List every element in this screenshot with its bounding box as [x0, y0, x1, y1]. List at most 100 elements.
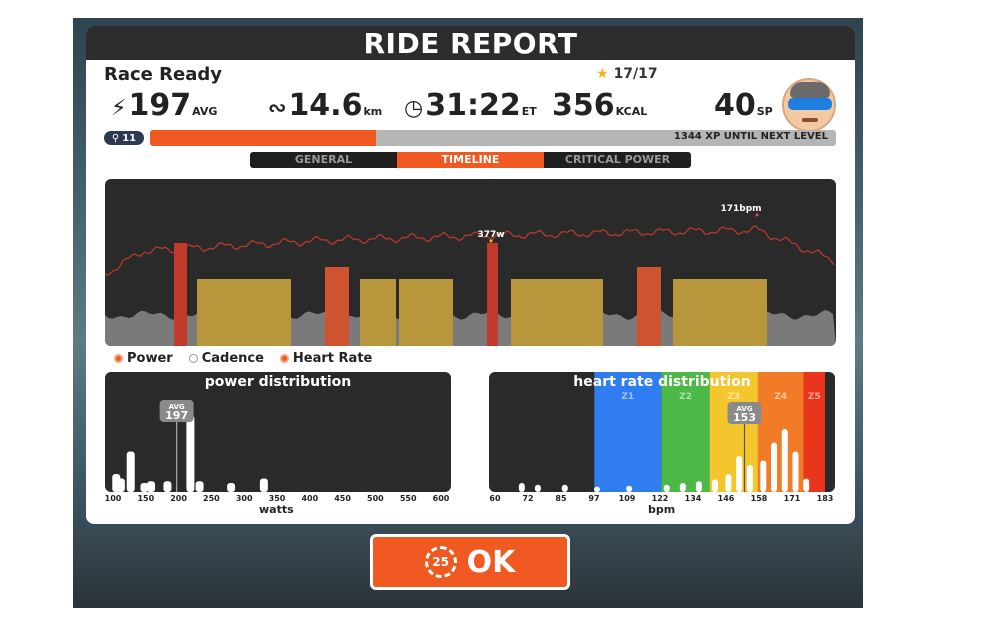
power-avg-value: 197 [165, 409, 188, 422]
timeline-chart: 377w 171bpm [105, 179, 836, 346]
stat-elapsed-time: ◷31:22ET [404, 88, 537, 123]
ok-button[interactable]: 25 OK [370, 534, 570, 590]
level-badge: ⚲ 11 [104, 131, 144, 145]
hr-histogram-bar [771, 442, 778, 492]
hr-tick-label: 146 [717, 494, 735, 503]
hr-tick-label: 60 [489, 494, 501, 503]
hr-histogram-bar [679, 483, 686, 492]
hr-zone-band [594, 372, 662, 492]
report-tabs: GENERAL TIMELINE CRITICAL POWER [250, 152, 691, 168]
hr-x-ticks: 60 72 85 97 109 122 134 146 158 171 183 [489, 494, 835, 506]
hr-zone-label: Z5 [808, 392, 821, 402]
hr-avg-value: 153 [733, 411, 756, 424]
power-x-label: watts [259, 503, 294, 516]
hr-tick-label: 134 [684, 494, 702, 503]
power-distribution-title: power distribution [204, 374, 352, 390]
power-avg-label: AVG [169, 403, 185, 411]
hr-tick-label: 183 [816, 494, 834, 503]
timeline-svg: 377w 171bpm [105, 204, 836, 346]
xp-progress-bar: 1344 XP UNTIL NEXT LEVEL [150, 130, 836, 146]
legend-heart-rate[interactable]: Heart Rate [279, 351, 372, 366]
route-name: Race Ready [104, 64, 222, 85]
xp-progress-fill [150, 130, 377, 146]
power-tick-label: 400 [301, 494, 319, 503]
hr-histogram-bar [725, 474, 732, 492]
hr-histogram-bar [792, 451, 799, 492]
tab-timeline[interactable]: TIMELINE [397, 152, 544, 168]
hr-zone-band [803, 372, 825, 492]
power-histogram-bar [195, 481, 204, 492]
hr-histogram-bar [803, 478, 810, 492]
toggle-dot-icon [188, 354, 198, 363]
hr-histogram-bar [561, 484, 568, 492]
tab-general[interactable]: GENERAL [294, 153, 353, 166]
power-interval-block [360, 279, 396, 346]
tab-critical-power[interactable]: CRITICAL POWER [564, 153, 671, 166]
power-avg-badge [159, 400, 194, 422]
power-spike-bar [637, 267, 661, 346]
hr-tick-label: 85 [555, 494, 567, 503]
power-tick-label: 600 [432, 494, 450, 503]
power-tick-label: 200 [170, 494, 187, 503]
hr-tick-label: 97 [588, 494, 600, 503]
legend-power[interactable]: Power [114, 351, 173, 366]
power-histogram-bar [126, 451, 135, 492]
hr-tick-label: 158 [750, 494, 768, 503]
power-x-ticks: 100 150 200 250 300 350 400 450 500 550 600 [105, 494, 451, 506]
hr-peak-marker [755, 213, 759, 217]
legend-cadence[interactable]: Cadence [188, 351, 264, 366]
avatar-mouth [802, 118, 818, 122]
hr-zone-label: Z3 [727, 392, 740, 402]
power-spike-bar [487, 243, 498, 346]
heart-rate-line [105, 225, 835, 277]
stat-distance: ∾14.6km [268, 88, 383, 123]
hr-tick-label: 109 [618, 494, 636, 503]
hr-histogram-bar [695, 481, 702, 492]
power-interval-block [673, 279, 767, 346]
chart-legend: Power Cadence Heart Rate [114, 351, 372, 366]
power-histogram-bar [259, 478, 268, 492]
hr-histogram-bar [746, 465, 753, 492]
power-distribution-chart: AVG 197 power distribution [105, 372, 451, 492]
avatar [782, 78, 836, 132]
power-histogram-bar [163, 481, 172, 492]
stat-calories: 356KCAL [552, 88, 648, 123]
hr-histogram-bar [663, 484, 670, 492]
power-histogram-bar [186, 415, 195, 492]
power-spike-bar [325, 267, 349, 346]
stat-sport-points: 40SP [714, 88, 773, 123]
toggle-dot-icon [279, 354, 289, 363]
hr-histogram-bar [534, 484, 541, 492]
power-interval-block [197, 279, 291, 346]
power-interval-block [511, 279, 603, 346]
hr-histogram-bar [781, 429, 788, 492]
power-tick-label: 550 [399, 494, 417, 503]
star-icon: ★ [596, 66, 609, 82]
hr-distribution-chart: Z1 Z2 Z3 Z4 Z5 AVG 153 heart rate distribution [489, 372, 835, 492]
power-peak-marker [489, 239, 493, 243]
badge-count: ★ 17/17 [596, 66, 658, 82]
hr-zone-label: Z2 [679, 392, 692, 402]
bike-icon: ⚲ [111, 132, 120, 144]
power-histogram-bar [147, 481, 156, 492]
hr-tick-label: 122 [651, 494, 669, 503]
countdown-timer-icon: 25 [424, 546, 457, 578]
power-tick-label: 250 [203, 494, 220, 503]
power-tick-label: 350 [268, 494, 286, 503]
power-peak-label: 377w [477, 230, 504, 240]
xp-text: 1344 XP UNTIL NEXT LEVEL [673, 131, 828, 142]
power-spike-bar [174, 243, 187, 346]
hr-zone-label: Z1 [621, 392, 634, 402]
hr-histogram-bar [712, 479, 718, 492]
hr-histogram-bar [626, 485, 633, 492]
power-interval-block [399, 279, 453, 346]
power-tick-label: 300 [235, 494, 253, 503]
hr-tick-label: 171 [783, 494, 801, 503]
power-tick-label: 500 [367, 494, 384, 503]
ride-report-panel: RIDE REPORT Race Ready ★ 17/17 ⚡197AVG ∾1… [86, 26, 855, 524]
stat-avg-power: ⚡197AVG [111, 88, 218, 123]
route-icon: ∾ [268, 96, 287, 121]
power-tick-label: 150 [137, 494, 155, 503]
panel-title: RIDE REPORT [86, 26, 855, 60]
